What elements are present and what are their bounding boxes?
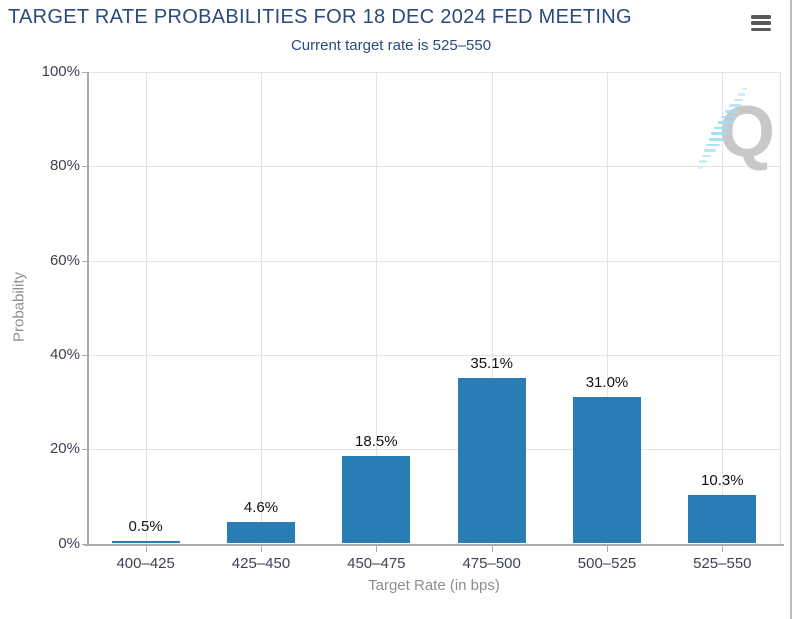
hamburger-bar — [751, 27, 771, 32]
hamburger-menu-icon[interactable] — [751, 15, 773, 34]
x-gridline — [376, 72, 378, 544]
chart-bar[interactable] — [111, 541, 180, 544]
x-tick-mark — [376, 545, 378, 552]
bar-value-label: 0.5% — [128, 518, 163, 536]
x-tick-label: 400–425 — [116, 554, 175, 572]
bar-value-label: 31.0% — [585, 374, 629, 392]
y-gridline — [88, 72, 780, 73]
y-tick-label: 80% — [49, 157, 80, 175]
chart-subtitle: Current target rate is 525–550 — [290, 37, 492, 54]
x-tick-label: 525–550 — [693, 554, 752, 572]
chart-bar[interactable] — [573, 397, 641, 544]
plot-right-border — [780, 72, 781, 544]
bar-value-label: 18.5% — [355, 433, 398, 451]
x-tick-label: 425–450 — [231, 554, 291, 572]
x-axis-title: Target Rate (in bps) — [368, 577, 500, 594]
y-gridline — [88, 449, 780, 451]
y-tick-label: 40% — [49, 345, 80, 363]
y-tick-mark — [82, 449, 88, 451]
y-tick-mark — [82, 72, 88, 73]
y-gridline — [88, 166, 780, 168]
bar-value-label: 35.1% — [470, 355, 513, 372]
y-gridline — [88, 260, 780, 262]
x-tick-label: 475–500 — [462, 554, 521, 572]
chart-bar[interactable] — [342, 456, 411, 544]
y-tick-mark — [82, 354, 88, 356]
y-axis-line — [87, 72, 89, 544]
x-gridline — [145, 72, 147, 544]
x-tick-mark — [607, 545, 608, 552]
y-tick-mark — [82, 166, 88, 168]
x-gridline — [261, 72, 262, 544]
bar-value-label: 10.3% — [701, 471, 744, 489]
chart-bar[interactable] — [227, 521, 295, 544]
y-tick-mark — [82, 260, 88, 262]
y-tick-label: 20% — [49, 440, 80, 458]
hamburger-bar — [751, 21, 771, 25]
panel-right-border — [790, 0, 792, 619]
y-gridline — [88, 354, 780, 356]
page-title: TARGET RATE PROBABILITIES FOR 18 DEC 202… — [8, 6, 632, 28]
y-tick-label: 60% — [49, 251, 80, 269]
bar-value-label: 4.6% — [243, 498, 279, 516]
chart-bar[interactable] — [688, 494, 757, 544]
x-tick-mark — [261, 545, 262, 552]
x-tick-mark — [722, 545, 724, 552]
x-axis-line — [84, 543, 784, 546]
x-tick-mark — [491, 545, 493, 552]
x-tick-label: 500–525 — [577, 554, 637, 572]
x-gridline — [722, 72, 724, 544]
x-gridline — [607, 72, 608, 544]
x-tick-label: 450–475 — [347, 554, 406, 572]
chart-bar[interactable] — [457, 378, 526, 544]
y-tick-label: 100% — [41, 63, 80, 80]
x-tick-mark — [145, 545, 147, 552]
hamburger-bar — [751, 15, 771, 19]
y-tick-label: 0% — [58, 534, 80, 552]
y-axis-title: Probability — [10, 271, 28, 343]
x-gridline — [491, 72, 493, 544]
